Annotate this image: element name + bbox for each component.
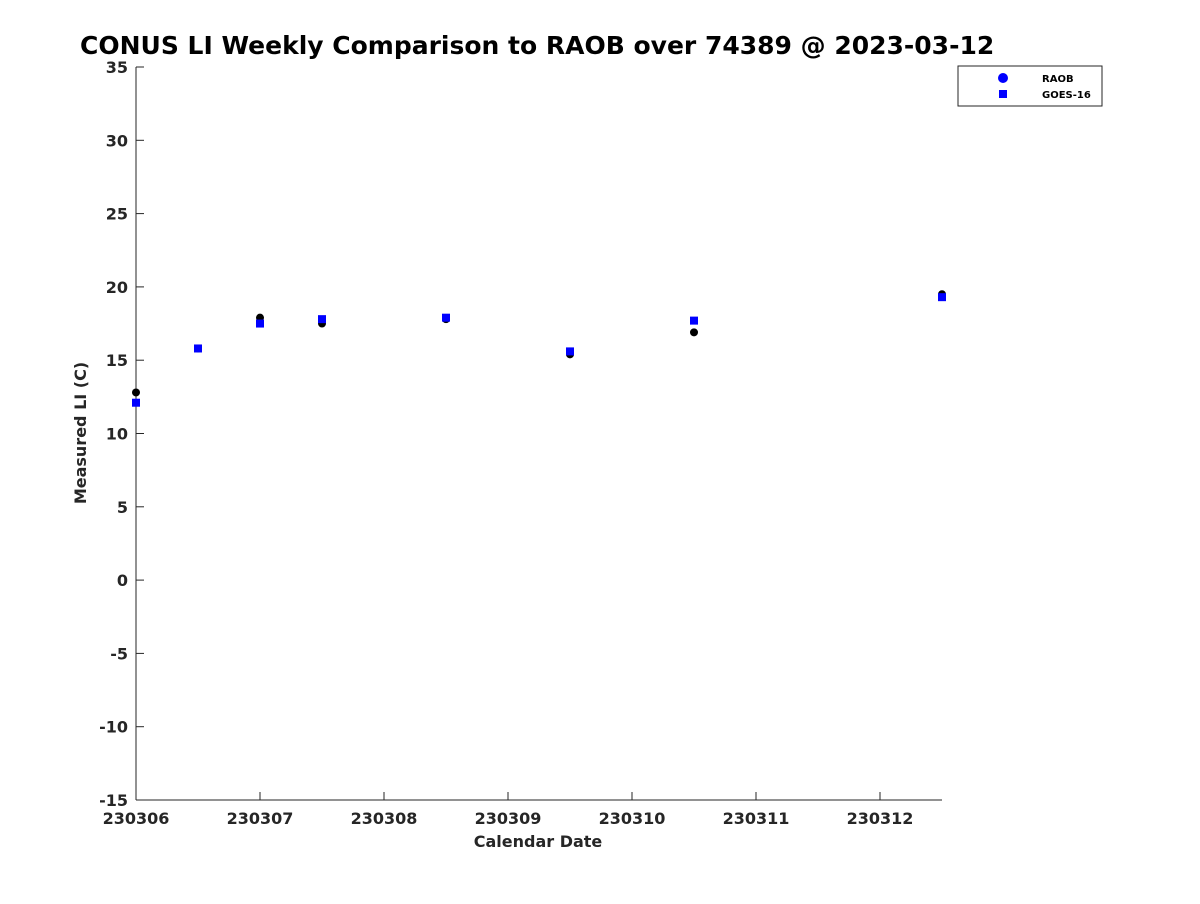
x-tick-label: 230307 — [227, 809, 294, 828]
x-axis-label: Calendar Date — [474, 832, 603, 851]
x-tick-label: 230310 — [599, 809, 666, 828]
goes16-point — [132, 398, 140, 407]
goes16-point — [194, 344, 202, 353]
y-tick-label: 15 — [106, 351, 128, 370]
x-tick-label: 230306 — [103, 809, 170, 828]
y-tick-label: -10 — [99, 718, 128, 737]
y-ticks: -15 -10 -5 0 5 10 15 20 25 30 35 — [99, 58, 144, 810]
goes16-point — [442, 313, 450, 322]
legend-raob-marker — [998, 73, 1008, 83]
legend-box — [957, 65, 1103, 107]
chart-title: CONUS LI Weekly Comparison to RAOB over … — [80, 31, 994, 60]
legend-raob-label: RAOB — [1042, 74, 1074, 85]
goes16-point — [318, 315, 326, 324]
y-axis-label: Measured LI (C) — [71, 362, 90, 504]
y-tick-label: 20 — [106, 278, 128, 297]
goes16-point — [256, 319, 264, 328]
y-tick-label: -5 — [110, 644, 128, 663]
raob-point — [690, 328, 698, 337]
y-tick-label: 25 — [106, 205, 128, 224]
y-tick-label: 5 — [117, 498, 128, 517]
y-tick-label: -15 — [99, 791, 128, 810]
legend-goes-label: GOES-16 — [1042, 90, 1091, 101]
axes — [135, 67, 942, 801]
x-tick-label: 230308 — [351, 809, 418, 828]
data-points — [132, 290, 946, 407]
goes16-point — [938, 293, 946, 302]
raob-point — [132, 388, 140, 397]
goes16-point — [566, 347, 574, 356]
x-tick-label: 230311 — [723, 809, 790, 828]
y-tick-label: 35 — [106, 58, 128, 77]
legend: RAOB GOES-16 — [957, 65, 1103, 107]
x-ticks: 230306 230307 230308 230309 230310 230311 2303… — [103, 792, 914, 828]
y-tick-label: 30 — [106, 131, 128, 150]
x-tick-label: 230312 — [847, 809, 914, 828]
x-tick-label: 230309 — [475, 809, 542, 828]
y-tick-label: 0 — [117, 571, 128, 590]
goes16-point — [690, 316, 698, 325]
y-tick-label: 10 — [106, 425, 128, 444]
legend-goes-marker — [999, 90, 1007, 98]
